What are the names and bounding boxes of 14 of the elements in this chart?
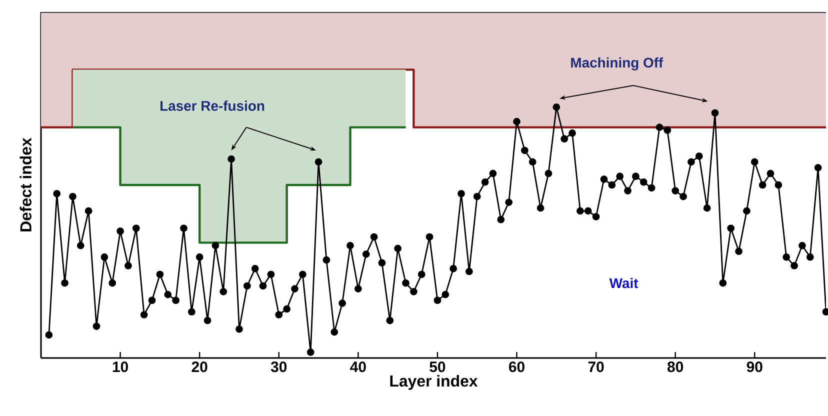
x-tick-label: 10 xyxy=(112,362,128,372)
annotation: Machining Off xyxy=(571,57,664,70)
x-tick-label: 30 xyxy=(270,362,287,372)
x-tick-label: 40 xyxy=(350,362,366,372)
y-axis-title: Defect index xyxy=(20,138,32,232)
x-tick-label: 20 xyxy=(192,362,208,372)
x-axis-title: Layer index xyxy=(390,374,478,390)
x-tick-label: 50 xyxy=(430,362,446,372)
x-tick-label: 70 xyxy=(588,362,604,372)
x-tick-label: 80 xyxy=(668,362,684,372)
x-tick-label: 60 xyxy=(508,362,524,372)
x-tick-label: 90 xyxy=(746,362,762,372)
annotation: Wait xyxy=(609,278,638,288)
annotation: Laser Re-fusion xyxy=(160,100,264,111)
